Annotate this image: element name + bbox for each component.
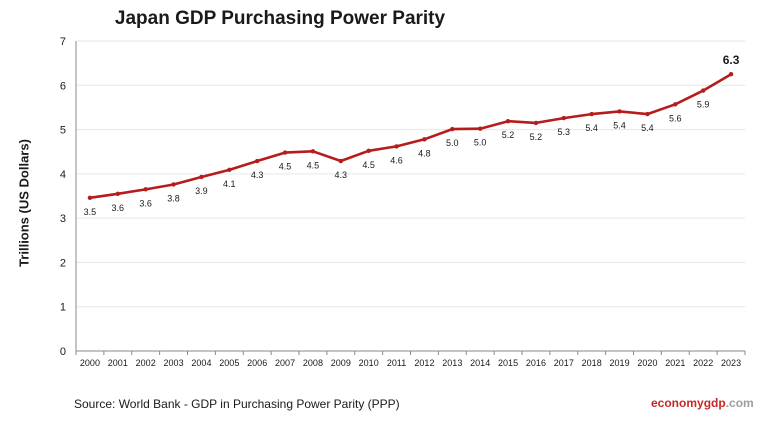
data-point [199,174,204,180]
data-label: 3.6 [112,203,125,213]
x-tick-label: 2003 [164,358,184,368]
data-label: 4.6 [390,155,403,165]
y-tick-label: 7 [60,36,66,48]
data-point [227,167,232,173]
series-line [88,72,733,200]
x-tick-label: 2022 [693,358,713,368]
site-logo: economygdp.com [651,396,754,410]
data-label: 5.4 [585,123,598,133]
data-label: 4.5 [279,162,292,172]
data-point [477,126,483,131]
chart-title: Japan GDP Purchasing Power Parity [114,8,446,29]
x-tick-label: 2004 [191,358,211,368]
data-point [338,158,344,164]
x-tick-label: 2001 [108,358,128,368]
data-label: 4.5 [362,160,375,170]
logo-part-com: .com [725,396,754,410]
data-point [282,150,288,155]
x-tick-label: 2011 [387,358,406,368]
data-point [366,148,371,154]
data-point [728,72,734,77]
data-label: 5.0 [474,138,487,148]
data-point [533,120,539,126]
data-point [87,195,93,200]
data-label: 5.2 [530,132,543,142]
y-tick-label: 0 [60,346,66,358]
data-label: 5.6 [669,113,682,123]
data-label: 5.4 [613,120,626,130]
x-tick-label: 2007 [275,358,295,368]
x-tick-label: 2010 [359,358,379,368]
x-tick-label: 2021 [665,358,685,368]
x-tick-label: 2020 [637,358,657,368]
logo-part-economy: economy [651,396,704,410]
data-label: 6.3 [723,53,740,67]
x-tick-label: 2013 [442,358,462,368]
data-label: 3.6 [139,198,152,208]
y-tick-label: 3 [60,213,66,225]
data-point [310,149,316,154]
x-tick-label: 2005 [219,358,239,368]
data-label: 4.8 [418,148,431,158]
x-tick-label: 2002 [136,358,156,368]
data-point [561,115,567,121]
data-point [450,126,455,132]
data-point [589,111,594,117]
data-label: 5.0 [446,138,459,148]
x-tick-label: 2016 [526,358,546,368]
x-tick-label: 2006 [247,358,267,368]
data-point [171,182,176,187]
data-label: 5.2 [502,130,515,140]
x-tick-label: 2012 [414,358,434,368]
data-point [505,118,511,124]
data-point [422,137,427,142]
y-tick-label: 4 [60,169,66,181]
data-label: 5.3 [558,127,571,137]
data-point [394,144,399,149]
data-point [673,102,678,107]
x-tick-label: 2017 [554,358,574,368]
data-point [700,88,706,93]
x-tick-label: 2000 [80,358,100,368]
data-point [254,158,260,164]
y-tick-label: 6 [60,80,66,92]
data-point [115,191,121,196]
data-label: 4.3 [251,170,264,180]
data-label: 4.5 [307,160,320,170]
data-label: 3.8 [167,193,180,203]
x-tick-label: 2009 [331,358,351,368]
x-tick-label: 2008 [303,358,323,368]
y-tick-label: 5 [60,125,66,137]
source-note: Source: World Bank - GDP in Purchasing P… [74,397,400,411]
logo-part-gdp: gdp [703,396,726,410]
x-tick-label: 2023 [721,358,741,368]
data-label: 3.5 [84,207,97,217]
data-label: 5.9 [697,100,710,110]
x-tick-label: 2018 [582,358,602,368]
data-point [143,187,148,192]
data-label: 3.9 [195,186,208,196]
data-label: 4.3 [335,170,348,180]
data-label: 4.1 [223,179,236,189]
data-point [645,111,650,117]
y-tick-label: 2 [60,257,66,269]
y-tick-label: 1 [60,302,66,314]
x-tick-label: 2014 [470,358,490,368]
data-point [617,109,622,114]
x-tick-label: 2015 [498,358,518,368]
data-label: 5.4 [641,123,654,133]
x-tick-label: 2019 [610,358,630,368]
